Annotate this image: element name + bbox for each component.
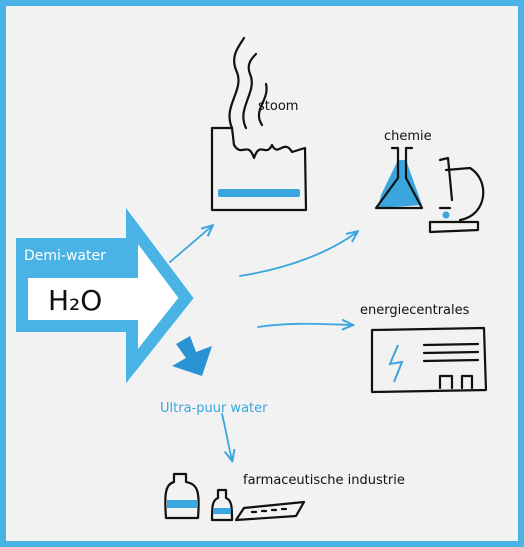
label: farmaceutische industrie	[243, 473, 405, 488]
label: Demi-water	[24, 248, 106, 264]
formula: H₂O	[48, 284, 102, 317]
label: Ultra-puur water	[160, 401, 268, 416]
label: chemie	[384, 129, 432, 144]
label: energiecentrales	[360, 303, 470, 318]
label: stoom	[258, 99, 298, 114]
diagram: stoom chemie Demi-water H₂O energiecentr…	[0, 0, 524, 547]
page: stoom chemie Demi-water H₂O energiecentr…	[0, 0, 524, 547]
